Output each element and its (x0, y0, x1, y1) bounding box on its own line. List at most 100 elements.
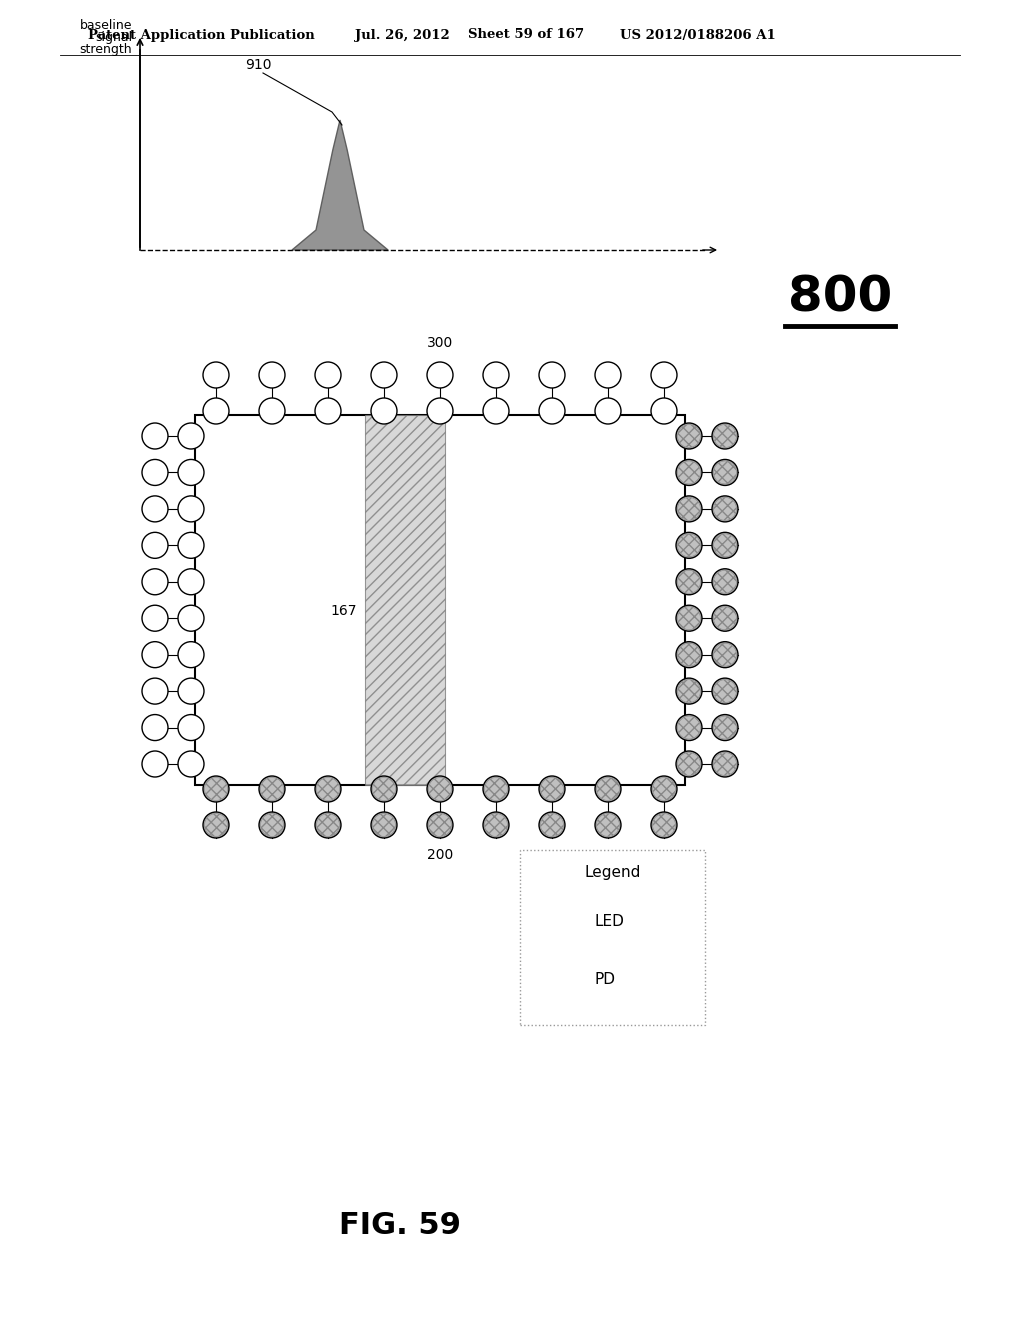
Circle shape (315, 812, 341, 838)
Circle shape (203, 399, 229, 424)
Circle shape (676, 606, 702, 631)
Text: signal: signal (95, 30, 132, 44)
Circle shape (678, 498, 700, 520)
Circle shape (373, 813, 395, 837)
Circle shape (260, 813, 284, 837)
Circle shape (205, 813, 227, 837)
Circle shape (315, 362, 341, 388)
Circle shape (429, 777, 452, 800)
Polygon shape (292, 120, 388, 249)
Circle shape (142, 496, 168, 521)
Circle shape (536, 958, 580, 1002)
Text: LED: LED (594, 915, 624, 929)
Circle shape (142, 532, 168, 558)
Circle shape (712, 569, 738, 595)
Circle shape (178, 532, 204, 558)
Circle shape (712, 642, 738, 668)
Circle shape (539, 399, 565, 424)
Circle shape (259, 399, 285, 424)
Circle shape (142, 642, 168, 668)
Text: strength: strength (80, 44, 132, 55)
Circle shape (651, 399, 677, 424)
Circle shape (178, 642, 204, 668)
Circle shape (539, 776, 565, 803)
Circle shape (714, 425, 736, 447)
Circle shape (676, 751, 702, 777)
Bar (520, 850, 705, 1026)
Text: Jul. 26, 2012: Jul. 26, 2012 (355, 29, 450, 41)
Circle shape (597, 777, 620, 800)
Circle shape (678, 570, 700, 593)
Circle shape (484, 777, 508, 800)
Text: 910: 910 (245, 58, 271, 73)
Circle shape (676, 532, 702, 558)
Circle shape (483, 776, 509, 803)
Circle shape (259, 812, 285, 838)
Text: 167: 167 (331, 605, 357, 618)
Text: US 2012/0188206 A1: US 2012/0188206 A1 (620, 29, 776, 41)
Circle shape (712, 496, 738, 521)
Circle shape (678, 533, 700, 557)
Circle shape (651, 776, 677, 803)
Circle shape (595, 812, 621, 838)
Circle shape (260, 777, 284, 800)
Text: Sheet 59 of 167: Sheet 59 of 167 (468, 29, 584, 41)
Circle shape (712, 532, 738, 558)
Circle shape (203, 776, 229, 803)
Circle shape (483, 399, 509, 424)
Circle shape (597, 813, 620, 837)
Circle shape (712, 678, 738, 704)
Circle shape (651, 812, 677, 838)
Circle shape (714, 643, 736, 667)
Circle shape (203, 362, 229, 388)
Circle shape (315, 399, 341, 424)
Bar (365, 414, 445, 785)
Text: 300: 300 (427, 337, 454, 350)
Text: 200: 200 (427, 847, 454, 862)
Circle shape (712, 606, 738, 631)
Text: Patent Application Publication: Patent Application Publication (88, 29, 314, 41)
Circle shape (595, 362, 621, 388)
Circle shape (371, 399, 397, 424)
Circle shape (678, 643, 700, 667)
Circle shape (259, 776, 285, 803)
Circle shape (483, 362, 509, 388)
Circle shape (595, 399, 621, 424)
Circle shape (371, 776, 397, 803)
Circle shape (536, 900, 580, 944)
Circle shape (678, 607, 700, 630)
Circle shape (539, 362, 565, 388)
Circle shape (712, 751, 738, 777)
Circle shape (714, 752, 736, 775)
Circle shape (427, 362, 453, 388)
Circle shape (373, 777, 395, 800)
Bar (195, 414, 685, 785)
Circle shape (178, 422, 204, 449)
Circle shape (712, 422, 738, 449)
Circle shape (541, 777, 563, 800)
Text: Legend: Legend (585, 865, 641, 879)
Circle shape (142, 751, 168, 777)
Circle shape (427, 776, 453, 803)
Circle shape (714, 498, 736, 520)
Circle shape (712, 459, 738, 486)
Circle shape (678, 717, 700, 739)
Circle shape (714, 570, 736, 593)
Circle shape (316, 813, 339, 837)
Circle shape (652, 777, 676, 800)
Circle shape (714, 533, 736, 557)
Circle shape (676, 678, 702, 704)
Circle shape (142, 459, 168, 486)
Circle shape (714, 607, 736, 630)
Circle shape (676, 496, 702, 521)
Circle shape (595, 776, 621, 803)
Circle shape (484, 813, 508, 837)
Circle shape (712, 714, 738, 741)
Circle shape (676, 714, 702, 741)
Circle shape (483, 812, 509, 838)
Circle shape (651, 362, 677, 388)
Circle shape (427, 812, 453, 838)
Circle shape (371, 362, 397, 388)
Circle shape (678, 461, 700, 484)
Circle shape (541, 813, 563, 837)
